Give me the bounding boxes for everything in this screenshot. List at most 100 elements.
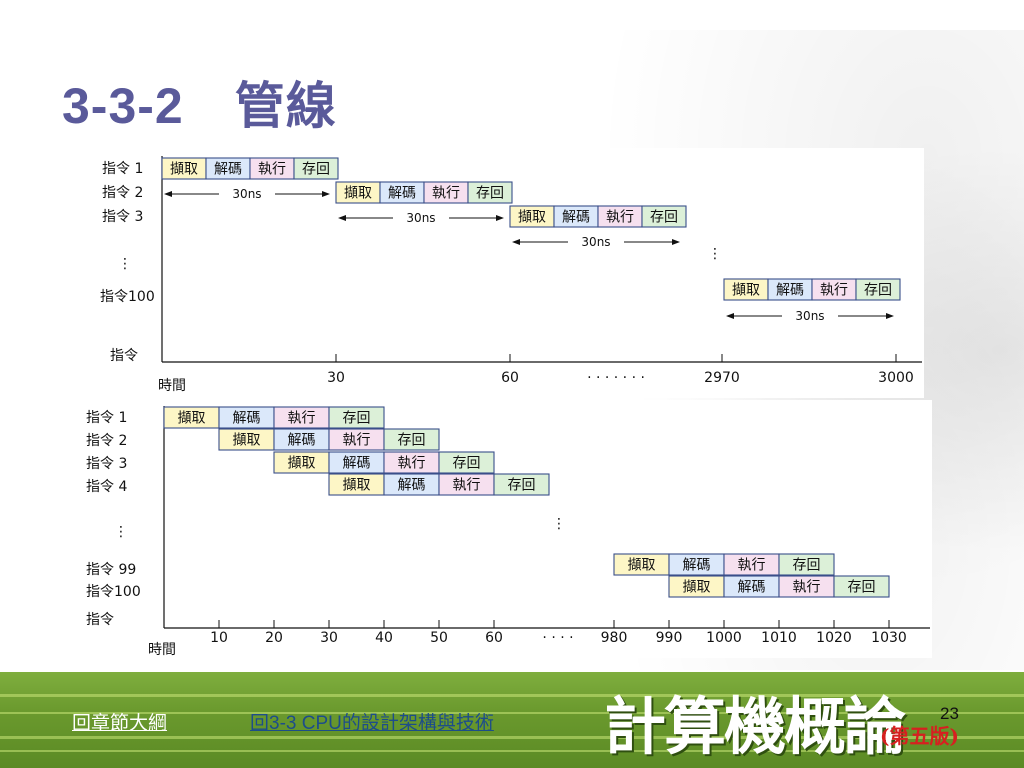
instr-1-stage-decode: 解碼 bbox=[218, 406, 275, 429]
arrowhead-right bbox=[322, 191, 330, 197]
duration-instr-3: 30ns bbox=[512, 235, 680, 249]
stage-label: 擷取 bbox=[343, 478, 371, 494]
row-label-instr-1: 指令 1 bbox=[86, 410, 127, 426]
arrowhead-left bbox=[164, 191, 172, 197]
x-tick-label: 990 bbox=[656, 630, 683, 646]
x-tick-label: 1000 bbox=[706, 630, 742, 646]
x-tick-label: 1030 bbox=[871, 630, 907, 646]
instr-99-stage-store: 存回 bbox=[778, 553, 835, 576]
slide-title: 3-3-2 管線 bbox=[62, 78, 337, 134]
instr-100-stage-decode: 解碼 bbox=[767, 278, 813, 301]
instr-3-stage-store: 存回 bbox=[641, 205, 687, 228]
instr-2-stage-decode: 解碼 bbox=[379, 181, 425, 204]
stage-label: 存回 bbox=[302, 162, 330, 178]
duration-label: 30ns bbox=[232, 187, 261, 201]
stage-label: 存回 bbox=[453, 456, 481, 472]
stage-label: 執行 bbox=[820, 283, 848, 299]
instr-2-stage-execute: 執行 bbox=[328, 428, 385, 451]
row-label-instr-2: 指令 2 bbox=[102, 185, 143, 201]
footer-stripe bbox=[0, 750, 1024, 752]
stage-label: 擷取 bbox=[518, 210, 546, 226]
x-tick-label: 3000 bbox=[878, 370, 914, 386]
stage-label: 解碼 bbox=[398, 478, 426, 494]
instr-100-stage-store: 存回 bbox=[855, 278, 901, 301]
row-label-instr-100: 指令100 bbox=[86, 584, 141, 600]
stage-label: 擷取 bbox=[628, 558, 656, 574]
instr-3-stage-store: 存回 bbox=[438, 451, 495, 474]
instr-1-stage-fetch: 擷取 bbox=[161, 157, 207, 180]
stage-cell bbox=[778, 553, 835, 576]
instr-4-stage-decode: 解碼 bbox=[383, 473, 440, 496]
instr-3-stage-execute: 執行 bbox=[597, 205, 643, 228]
stage-label: 解碼 bbox=[388, 186, 416, 202]
row-label-instr-99: 指令 99 bbox=[86, 562, 136, 578]
stage-label: 執行 bbox=[432, 186, 460, 202]
stage-label: 擷取 bbox=[288, 456, 316, 472]
stage-label: 擷取 bbox=[233, 433, 261, 449]
duration-label: 30ns bbox=[795, 309, 824, 323]
stage-label: 擷取 bbox=[732, 283, 760, 299]
stage-label: 執行 bbox=[398, 456, 426, 472]
chapter-outline-link[interactable]: 回章節大綱 bbox=[72, 713, 168, 734]
stage-label: 擷取 bbox=[170, 162, 198, 178]
instr-100-stage-fetch: 擷取 bbox=[723, 278, 769, 301]
row-ellipsis: ⋮ bbox=[118, 256, 132, 272]
instr-3-stage-decode: 解碼 bbox=[553, 205, 599, 228]
page-number: 23 bbox=[940, 704, 959, 723]
arrowhead-left bbox=[338, 215, 346, 221]
instr-1-stage-decode: 解碼 bbox=[205, 157, 251, 180]
instr-2-stage-execute: 執行 bbox=[423, 181, 469, 204]
stage-label: 存回 bbox=[476, 186, 504, 202]
stage-label: 執行 bbox=[738, 558, 766, 574]
duration-instr-100: 30ns bbox=[726, 309, 894, 323]
x-tick-label: 20 bbox=[265, 630, 283, 646]
instr-100-stage-decode: 解碼 bbox=[723, 575, 780, 598]
x-tick-label: 30 bbox=[320, 630, 338, 646]
x-tick-label: 50 bbox=[430, 630, 448, 646]
x-tick-label: 40 bbox=[375, 630, 393, 646]
instr-3-stage-execute: 執行 bbox=[383, 451, 440, 474]
row-label-instr-4: 指令 4 bbox=[86, 479, 127, 495]
stage-cell bbox=[383, 428, 440, 451]
row-label-instr-3: 指令 3 bbox=[86, 456, 127, 472]
stage-label: 存回 bbox=[343, 411, 371, 427]
instr-4-stage-execute: 執行 bbox=[438, 473, 495, 496]
instr-2-stage-store: 存回 bbox=[383, 428, 440, 451]
stage-cell bbox=[328, 406, 385, 429]
footer-stripe bbox=[0, 694, 1024, 697]
stage-label: 執行 bbox=[453, 478, 481, 494]
x-tick-label: 30 bbox=[327, 370, 345, 386]
stage-cell bbox=[293, 157, 339, 180]
instr-2-stage-decode: 解碼 bbox=[273, 428, 330, 451]
section-link[interactable]: 回3-3 CPU的設計架構與技術 bbox=[250, 713, 494, 734]
stage-label: 解碼 bbox=[233, 411, 261, 427]
stage-label: 存回 bbox=[508, 478, 536, 494]
footer-stripe bbox=[0, 736, 1024, 739]
instr-100-stage-fetch: 擷取 bbox=[668, 575, 725, 598]
instr-2-stage-fetch: 擷取 bbox=[335, 181, 381, 204]
stage-cell bbox=[467, 181, 513, 204]
stage-label: 存回 bbox=[864, 283, 892, 299]
instr-99-stage-fetch: 擷取 bbox=[613, 553, 670, 576]
stage-label: 存回 bbox=[650, 210, 678, 226]
x-tick-label: 60 bbox=[501, 370, 519, 386]
row-label-instr-axis: 指令 bbox=[86, 612, 114, 628]
x-tick-label: · · · · · · · bbox=[587, 370, 645, 386]
x-tick-label: 1010 bbox=[761, 630, 797, 646]
stage-cell bbox=[438, 451, 495, 474]
stage-label: 解碼 bbox=[738, 580, 766, 596]
duration-label: 30ns bbox=[581, 235, 610, 249]
instr-3-stage-decode: 解碼 bbox=[328, 451, 385, 474]
instr-2-stage-store: 存回 bbox=[467, 181, 513, 204]
row-label-instr-axis: 指令 bbox=[110, 348, 138, 364]
stage-label: 存回 bbox=[398, 433, 426, 449]
instr-99-stage-execute: 執行 bbox=[723, 553, 780, 576]
stage-label: 執行 bbox=[288, 411, 316, 427]
instr-100-stage-execute: 執行 bbox=[778, 575, 835, 598]
arrowhead-left bbox=[512, 239, 520, 245]
instr-1-stage-store: 存回 bbox=[293, 157, 339, 180]
stage-label: 解碼 bbox=[288, 433, 316, 449]
column-ellipsis: ⋮ bbox=[552, 516, 566, 532]
x-tick-label: 2970 bbox=[704, 370, 740, 386]
x-tick-label: · · · · bbox=[542, 630, 573, 646]
